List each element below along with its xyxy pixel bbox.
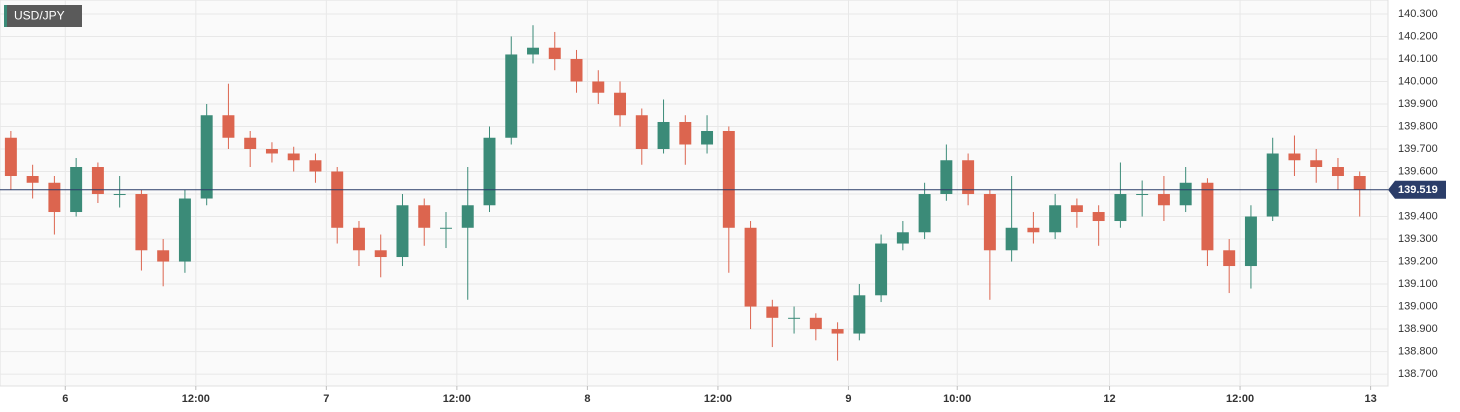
candle-body	[918, 194, 931, 233]
y-tick-label: 140.100	[1398, 53, 1438, 65]
candle-body	[1310, 160, 1323, 168]
y-tick-label: 138.700	[1398, 368, 1438, 380]
candle-body	[527, 47, 539, 55]
candle-body	[222, 115, 235, 138]
x-tick-label: 12:00	[1226, 393, 1254, 405]
candle-body	[1005, 227, 1018, 251]
candle-body	[896, 232, 909, 244]
candle-body	[461, 205, 474, 228]
candle-body	[113, 194, 126, 196]
y-tick-label: 140.000	[1398, 75, 1438, 87]
x-tick-label: 13	[1364, 393, 1376, 405]
candle-body	[1092, 212, 1105, 222]
x-tick-label: 6	[62, 393, 68, 405]
x-tick-label: 12	[1103, 393, 1115, 405]
candle-body	[1288, 153, 1301, 161]
candle-body	[4, 137, 17, 177]
x-tick-label: 12:00	[443, 393, 471, 405]
x-tick-label: 10:00	[943, 393, 971, 405]
candle-body	[48, 182, 61, 213]
candle-body	[1157, 194, 1170, 206]
candle-body	[679, 121, 692, 145]
candle-body	[766, 306, 779, 318]
candle-body	[1244, 216, 1257, 267]
candle-body	[309, 160, 322, 172]
candle-body	[287, 153, 300, 161]
candle-body	[374, 250, 387, 258]
candle-body	[178, 198, 191, 262]
candle-body	[875, 243, 888, 296]
x-tick-label: 7	[323, 393, 329, 405]
candle-body	[483, 137, 496, 206]
candle-body	[418, 205, 431, 228]
y-tick-label: 139.300	[1398, 233, 1438, 245]
candle-body	[592, 81, 605, 93]
last-price-box	[1388, 180, 1446, 199]
candle-body	[26, 176, 39, 183]
y-tick-label: 138.900	[1398, 323, 1438, 335]
candle-body	[1070, 205, 1083, 213]
y-tick-label: 139.700	[1398, 143, 1438, 155]
candle-body	[1179, 182, 1192, 206]
candle-body	[265, 148, 278, 154]
candle-body	[200, 115, 213, 199]
candle-body	[548, 47, 561, 59]
candle-body	[744, 227, 757, 307]
candle-body	[1136, 194, 1149, 196]
candle-body	[1223, 250, 1236, 267]
symbol-accent	[4, 5, 7, 27]
y-tick-label: 138.800	[1398, 345, 1438, 357]
candle-body	[1331, 167, 1344, 177]
candle-body	[701, 130, 714, 145]
candle-body	[614, 92, 627, 116]
y-tick-label: 140.200	[1398, 30, 1438, 42]
candle-body	[570, 58, 583, 82]
plot-area	[0, 0, 1389, 387]
candle-body	[940, 160, 953, 195]
candle-body	[1027, 227, 1040, 233]
axes: 138.700 138.800 138.900 139.000 139.100 139.2…	[62, 8, 1446, 405]
candle-body	[157, 250, 170, 262]
candle-body	[657, 121, 670, 149]
last-price-label: 139.519	[1398, 184, 1438, 196]
candle-body	[135, 194, 148, 251]
candle-body	[809, 317, 822, 330]
candle-body	[788, 317, 801, 319]
candles	[0, 25, 1388, 361]
candle-body	[831, 329, 844, 334]
candle-body	[352, 227, 365, 251]
x-tick-label: 8	[584, 393, 590, 405]
candle-body	[722, 130, 735, 228]
candle-body	[91, 167, 104, 195]
y-tick-label: 139.100	[1398, 278, 1438, 290]
candle-body	[1201, 182, 1214, 251]
y-tick-label: 139.900	[1398, 98, 1438, 110]
symbol-box	[4, 5, 82, 27]
x-tick-label: 12:00	[704, 393, 732, 405]
candle-body	[244, 137, 257, 149]
candle-body	[853, 295, 866, 334]
candle-body	[1049, 205, 1062, 233]
candle-body	[331, 171, 344, 228]
x-tick-label: 12:00	[182, 393, 210, 405]
symbol-label: USD/JPY	[14, 9, 65, 23]
grid	[0, 0, 1388, 386]
candle-body	[440, 227, 452, 229]
candle-body	[635, 115, 648, 149]
candle-body	[1114, 194, 1127, 222]
y-tick-label: 140.300	[1398, 8, 1438, 20]
candle-body	[396, 205, 409, 258]
x-tick-label: 9	[845, 393, 851, 405]
y-tick-label: 139.800	[1398, 120, 1438, 132]
candle-body	[983, 194, 996, 251]
y-tick-label: 139.600	[1398, 165, 1438, 177]
candle-body	[1353, 176, 1366, 190]
candle-body	[505, 54, 518, 138]
y-tick-label: 139.400	[1398, 210, 1438, 222]
y-tick-label: 139.200	[1398, 255, 1438, 267]
candle-body	[1266, 153, 1279, 217]
y-tick-label: 139.000	[1398, 300, 1438, 312]
candle-body	[962, 160, 975, 195]
